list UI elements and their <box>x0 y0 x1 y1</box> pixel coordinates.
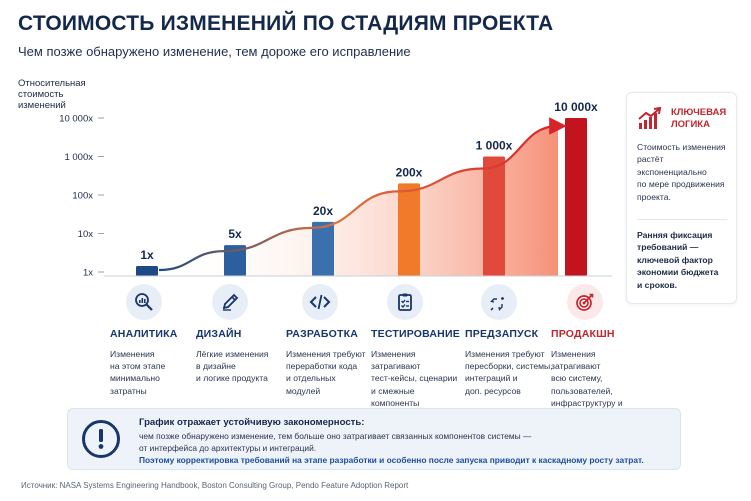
stage-description-line: Изменения <box>110 349 155 359</box>
pencil-icon <box>212 284 248 320</box>
bar-дизайн <box>224 245 246 276</box>
data-label: 1 000x <box>476 139 513 153</box>
data-label: 5x <box>228 227 242 241</box>
note-text: чем позже обнаружено изменение, тем боль… <box>139 431 669 454</box>
stage-description-line: и смежные <box>371 385 415 396</box>
stage-description-line: Изменения требуют <box>465 349 545 359</box>
summary-note: График отражает устойчивую закономерност… <box>67 408 681 470</box>
key-logic-title: КЛЮЧЕВАЯ ЛОГИКА <box>671 107 726 131</box>
key-logic-conclusion-line: ключевой фактор <box>637 254 713 265</box>
stage-3: РАЗРАБОТКА Изменения требуют переработки к… <box>286 284 382 397</box>
trend-up-icon <box>638 107 662 129</box>
key-logic-title-line: ЛОГИКА <box>671 119 710 130</box>
y-tick-label: 10 000x <box>59 114 93 125</box>
page-title: СТОИМОСТЬ ИЗМЕНЕНИЙ ПО СТАДИЯМ ПРОЕКТА <box>18 12 554 35</box>
key-logic-divider <box>637 219 727 220</box>
stage-description-line: доп. ресурсов <box>465 385 521 396</box>
stage-description-line: Изменения требуют <box>286 349 366 359</box>
y-axis-label: стоимость <box>18 89 64 100</box>
key-logic-conclusion-line: требований — <box>637 242 699 253</box>
key-logic-text-line: Стоимость изменения <box>637 142 726 152</box>
key-logic-conclusion: Ранняя фиксация требований — ключевой фа… <box>637 229 733 291</box>
stage-label: ТЕСТИРОВАНИЕ <box>371 328 460 340</box>
data-label: 20x <box>313 204 333 218</box>
stage-5: ПРЕДЗАПУСК Изменения требуют пересборки, с… <box>465 284 561 397</box>
key-logic-title-line: КЛЮЧЕВАЯ <box>671 107 727 118</box>
source-citation: Источник: NASA Systems Engineering Handb… <box>21 481 409 490</box>
code-icon <box>302 284 338 320</box>
data-label: 200x <box>396 165 423 179</box>
note-conclusion: Поэтому корректировка требований на этап… <box>139 455 644 465</box>
note-heading: График отражает устойчивую закономерност… <box>139 417 365 428</box>
bar-предзапуск <box>483 156 505 276</box>
trend-area <box>159 126 558 276</box>
stage-description-line: тест-кейсы, сценарии <box>371 373 458 384</box>
bar-продакшн <box>565 118 587 276</box>
trend-curve <box>158 117 567 272</box>
stage-1: АНАЛИТИКА Изменения на этом этапе минимальн… <box>110 284 206 397</box>
y-tick-label: 10x <box>78 229 94 240</box>
key-logic-text-line: растёт <box>637 154 664 165</box>
key-logic-conclusion-line: и сроков. <box>637 279 678 290</box>
target-icon <box>567 284 603 320</box>
stage-description-line: переработки кода <box>286 361 358 372</box>
y-axis-label: изменений <box>18 100 66 111</box>
stage-label: ПРОДАКШН <box>551 328 615 340</box>
stage-description-line: всю систему, пользователей, <box>551 373 613 396</box>
data-label: 10 000x <box>554 100 598 114</box>
key-logic-text-line: экспоненциально <box>637 166 707 177</box>
stage-label: ПРЕДЗАПУСК <box>465 328 539 340</box>
y-axis-label: Относительная <box>18 78 86 89</box>
stage-description: Лёгкие изменения в дизайне и логике продук… <box>196 348 292 385</box>
stage-label: РАЗРАБОТКА <box>286 328 359 340</box>
stage-description-line: Изменения затрагивают <box>371 349 421 372</box>
checklist-icon <box>387 284 423 320</box>
bar-аналитика <box>136 266 158 276</box>
stage-description-line: и логике продукта <box>196 373 268 384</box>
stage-description: Изменения затрагивают тест-кейсы, сценари… <box>371 348 467 409</box>
stage-description: Изменения требуют пересборки, системы, инт… <box>465 348 561 397</box>
stage-description-line: в дизайне <box>196 361 236 372</box>
rocket-icon <box>481 284 517 320</box>
stage-description-line: модулей <box>286 385 321 396</box>
stage-label: АНАЛИТИКА <box>110 328 178 340</box>
note-text-line: от интерфейса до архитектуры и интеграци… <box>139 442 317 453</box>
stage-description-line: Изменения затрагивают <box>551 349 601 372</box>
key-logic-card: КЛЮЧЕВАЯ ЛОГИКА Стоимость изменения раст… <box>626 92 737 304</box>
stage-description-line: и отдельных <box>286 373 336 384</box>
key-logic-header: КЛЮЧЕВАЯ ЛОГИКА <box>637 107 726 131</box>
stage-description-line: интеграций и <box>465 373 518 384</box>
stage-description-line: компоненты <box>371 397 420 408</box>
stage-label: ДИЗАЙН <box>196 328 242 340</box>
stage-description-line: Лёгкие изменения <box>196 349 269 359</box>
y-tick-label: 100x <box>72 191 93 202</box>
stage-2: ДИЗАЙН Лёгкие изменения в дизайне и логике … <box>196 284 292 385</box>
note-text-line: чем позже обнаружено изменение, тем боль… <box>139 431 532 441</box>
key-logic-conclusion-line: Ранняя фиксация <box>637 230 713 240</box>
y-tick-label: 1 000x <box>64 152 93 163</box>
stage-description: Изменения требуют переработки кода и отдел… <box>286 348 382 397</box>
stage-description-line: пересборки, системы, <box>465 361 553 372</box>
exclamation-icon <box>82 420 120 458</box>
y-tick-label: 1x <box>83 268 93 279</box>
stage-4: ТЕСТИРОВАНИЕ Изменения затрагивают тест-ке… <box>371 284 467 409</box>
stage-description: Изменения на этом этапе минимально затратны <box>110 348 206 397</box>
key-logic-conclusion-line: экономии бюджета <box>637 267 719 278</box>
stage-description-line: затратны <box>110 385 147 396</box>
page-subtitle: Чем позже обнаружено изменение, тем доро… <box>18 44 411 59</box>
key-logic-text: Стоимость изменения растёт экспоненциаль… <box>637 141 733 203</box>
stage-description-line: минимально <box>110 373 160 384</box>
bar-разработка <box>312 221 334 276</box>
stage-description-line: на этом этапе <box>110 361 166 372</box>
key-logic-text-line: по мере продвижения <box>637 179 725 190</box>
magnifier-chart-icon <box>126 284 162 320</box>
bar-тестирование <box>398 183 420 276</box>
data-label: 1x <box>140 248 154 262</box>
key-logic-text-line: проекта. <box>637 191 671 202</box>
